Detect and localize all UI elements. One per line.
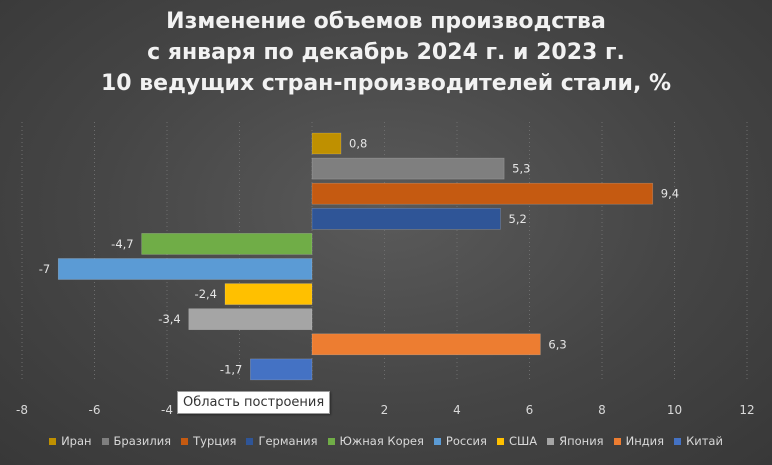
x-tick-label-7: 6	[526, 403, 534, 417]
legend-label-9: Китай	[686, 434, 723, 448]
bar-0	[311, 132, 342, 155]
x-tick-label-9: 10	[667, 403, 682, 417]
legend-swatch-1	[101, 437, 109, 445]
bar-5	[57, 258, 313, 280]
legend-swatch-3	[246, 437, 254, 445]
legend-item-7: Япония	[547, 434, 604, 448]
data-label-2: 9,4	[661, 187, 679, 201]
legend-item-9: Китай	[674, 434, 723, 448]
legend-item-4: Южная Корея	[327, 434, 424, 448]
x-tick-label-5: 2	[381, 403, 389, 417]
chart-legend: Иран Бразилия Турция Германия Южная Корея Рос…	[0, 434, 772, 448]
bar-2	[311, 182, 654, 205]
chart-title: Изменение объемов производства с января …	[0, 6, 772, 99]
data-label-4: -4,7	[111, 237, 133, 251]
legend-swatch-8	[613, 437, 621, 445]
legend-item-8: Индия	[613, 434, 665, 448]
legend-item-1: Бразилия	[101, 434, 172, 448]
data-label-3: 5,2	[509, 212, 527, 226]
legend-item-6: США	[496, 434, 538, 448]
legend-label-4: Южная Корея	[339, 434, 424, 448]
bar-8	[311, 333, 541, 356]
legend-item-2: Турция	[181, 434, 236, 448]
bar-9	[250, 358, 313, 381]
data-label-5: -7	[39, 262, 50, 276]
x-tick-label-1: -6	[89, 403, 101, 417]
legend-label-1: Бразилия	[113, 434, 172, 448]
x-tick-label-6: 4	[453, 403, 461, 417]
bar-6	[224, 283, 313, 305]
data-label-1: 5,3	[512, 162, 530, 176]
data-label-7: -3,4	[158, 312, 180, 326]
legend-label-6: США	[508, 434, 538, 448]
legend-swatch-9	[674, 437, 682, 445]
legend-swatch-7	[547, 437, 555, 445]
legend-swatch-0	[49, 437, 57, 445]
bar-1	[311, 157, 505, 180]
legend-label-0: Иран	[61, 434, 92, 448]
x-tick-label-0: -8	[16, 403, 28, 417]
bar-7	[188, 308, 313, 331]
data-label-9: -1,7	[220, 362, 242, 376]
bar-3	[311, 208, 501, 230]
legend-swatch-2	[181, 437, 189, 445]
x-tick-label-10: 12	[739, 403, 754, 417]
data-label-8: 6,3	[548, 337, 566, 351]
legend-item-5: Россия	[433, 434, 487, 448]
plot-area-tooltip: Область построения	[177, 391, 331, 414]
legend-item-3: Германия	[246, 434, 318, 448]
legend-label-7: Япония	[559, 434, 604, 448]
legend-label-2: Турция	[193, 434, 237, 448]
legend-label-8: Индия	[625, 434, 665, 448]
legend-label-5: Россия	[445, 434, 487, 448]
bar-4	[141, 233, 313, 255]
chart-title-line-1: Изменение объемов производства	[166, 9, 606, 34]
data-label-0: 0,8	[349, 137, 367, 151]
legend-label-3: Германия	[258, 434, 318, 448]
legend-swatch-6	[496, 437, 504, 445]
x-tick-label-8: 8	[598, 403, 606, 417]
chart-title-line-2: с января по декабрь 2024 г. и 2023 г.	[147, 40, 625, 65]
data-label-6: -2,4	[195, 287, 217, 301]
legend-swatch-5	[433, 437, 441, 445]
legend-swatch-4	[327, 437, 335, 445]
x-tick-label-2: -4	[161, 403, 173, 417]
chart-title-line-3: 10 ведущих стран-производителей стали, %	[100, 71, 671, 96]
legend-item-0: Иран	[49, 434, 92, 448]
